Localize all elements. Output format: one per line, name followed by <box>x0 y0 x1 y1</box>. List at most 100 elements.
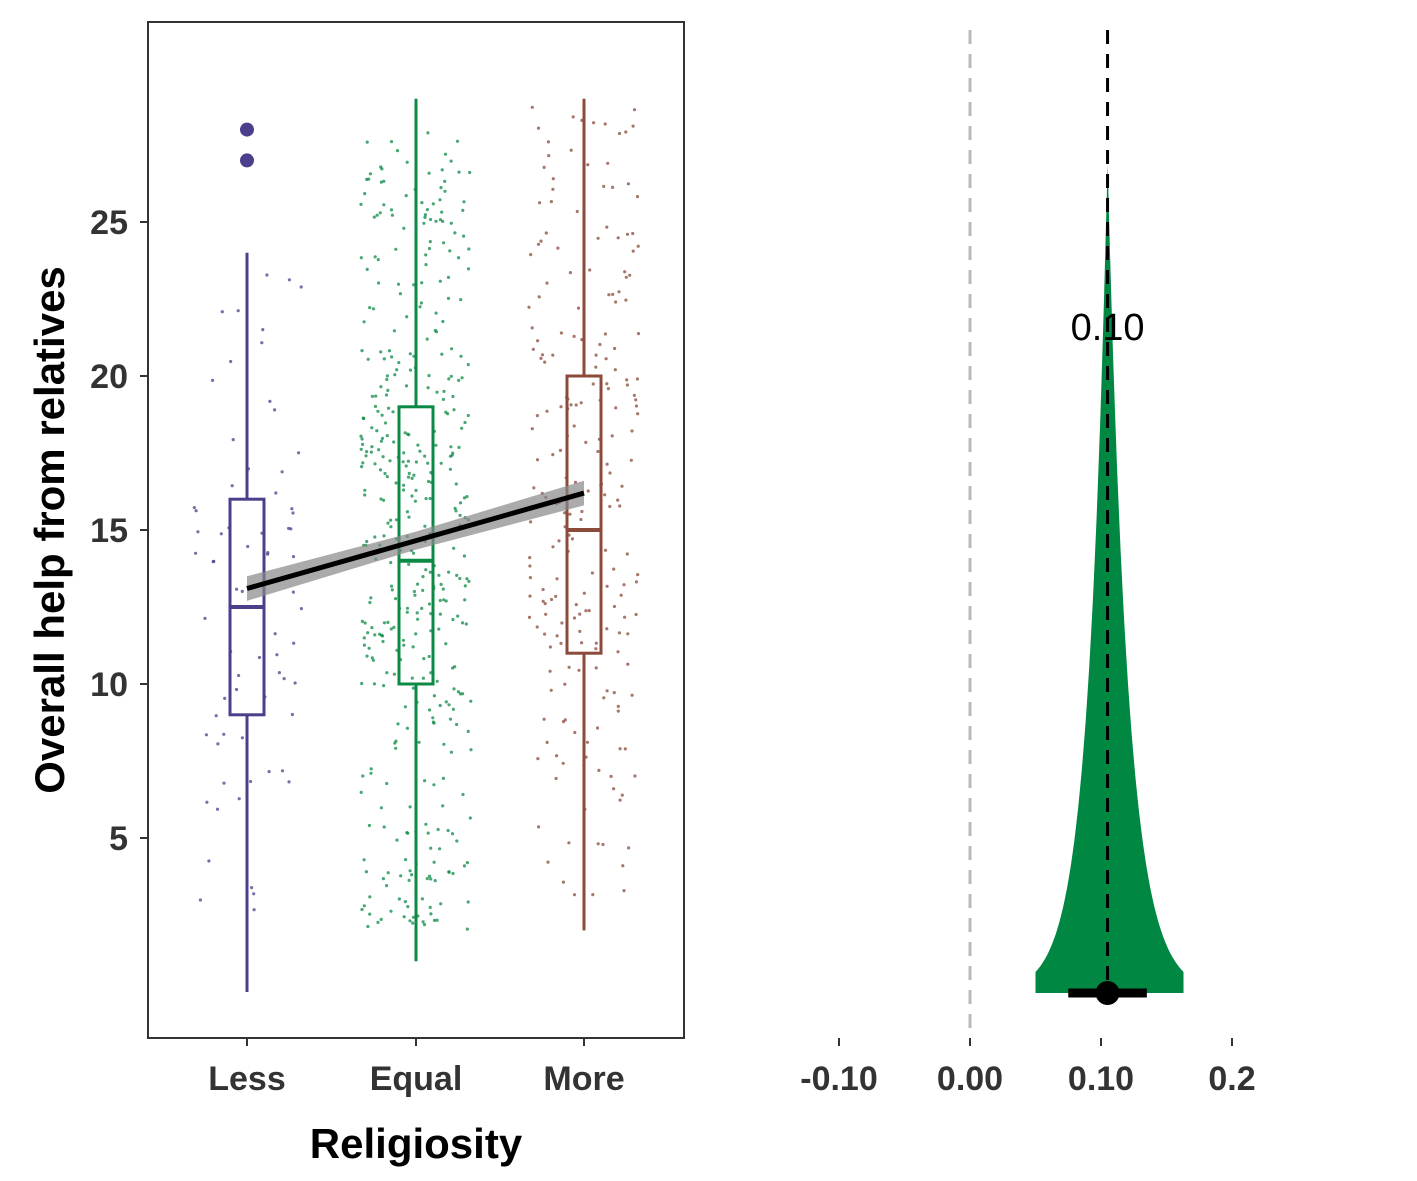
y-tick-label: 25 <box>90 204 128 242</box>
jitter-points <box>192 105 641 931</box>
jitter-point <box>620 793 624 797</box>
jitter-point <box>572 334 576 338</box>
jitter-point <box>537 295 541 299</box>
jitter-point <box>579 401 583 405</box>
jitter-point <box>428 570 432 574</box>
jitter-point <box>359 202 363 206</box>
jitter-point <box>366 924 370 929</box>
jitter-point <box>429 846 433 850</box>
jitter-point <box>555 577 559 581</box>
jitter-point <box>597 768 601 773</box>
jitter-point <box>359 434 363 438</box>
jitter-point <box>625 232 630 236</box>
jitter-point <box>431 716 435 720</box>
jitter-point <box>544 231 548 235</box>
jitter-point <box>268 399 272 403</box>
jitter-point <box>369 771 373 775</box>
jitter-point <box>426 131 430 135</box>
jitter-point <box>536 757 540 761</box>
jitter-point <box>547 154 551 158</box>
jitter-point <box>466 363 470 367</box>
jitter-point <box>397 897 401 901</box>
jitter-point <box>389 909 393 913</box>
jitter-point <box>387 349 392 353</box>
jitter-point <box>451 617 455 622</box>
jitter-point <box>360 681 364 686</box>
jitter-point <box>546 140 551 144</box>
jitter-point <box>543 360 547 364</box>
jitter-point <box>433 879 437 883</box>
jitter-point <box>439 461 443 465</box>
jitter-point <box>423 213 427 217</box>
jitter-point <box>457 170 461 174</box>
jitter-point <box>451 871 455 876</box>
jitter-point <box>612 604 617 609</box>
jitter-point <box>469 699 473 703</box>
jitter-point <box>389 140 394 144</box>
jitter-point <box>428 905 432 910</box>
jitter-point <box>425 337 429 341</box>
jitter-point <box>465 927 469 931</box>
jitter-point <box>380 413 384 417</box>
jitter-point <box>381 877 385 881</box>
jitter-point <box>586 489 590 493</box>
jitter-point <box>393 741 397 745</box>
jitter-point <box>455 139 460 143</box>
jitter-point <box>441 587 445 591</box>
y-tick-label: 15 <box>90 512 128 550</box>
jitter-point <box>448 249 452 253</box>
jitter-point <box>369 450 373 454</box>
jitter-point <box>612 567 616 571</box>
jitter-point <box>605 225 609 229</box>
x-axis-ticks: Less Equal More <box>208 1038 625 1098</box>
jitter-point <box>363 621 367 625</box>
jitter-point <box>235 587 239 591</box>
jitter-point <box>539 356 543 360</box>
jitter-point <box>460 621 465 625</box>
jitter-point <box>444 642 448 646</box>
jitter-point <box>426 386 430 390</box>
jitter-point <box>624 298 628 302</box>
jitter-point <box>467 247 471 251</box>
jitter-point <box>617 290 621 294</box>
jitter-point <box>390 355 394 359</box>
jitter-point <box>530 427 534 431</box>
jitter-point <box>427 654 431 659</box>
jitter-point <box>622 583 626 587</box>
jitter-point <box>551 545 555 549</box>
jitter-point <box>429 912 433 916</box>
jitter-point <box>230 484 234 488</box>
jitter-point <box>370 626 374 630</box>
jitter-point <box>203 616 207 621</box>
jitter-point <box>528 576 533 580</box>
jitter-point <box>591 382 595 386</box>
jitter-point <box>452 546 456 550</box>
jitter-point <box>359 256 363 260</box>
jitter-point <box>432 860 436 864</box>
jitter-point <box>362 320 366 324</box>
jitter-point <box>360 907 364 912</box>
jitter-point <box>368 172 372 176</box>
jitter-point <box>382 203 386 207</box>
x-tick-label: Equal <box>370 1060 463 1098</box>
jitter-point <box>546 860 550 864</box>
jitter-point <box>542 717 546 721</box>
jitter-point <box>379 439 383 443</box>
jitter-point <box>386 388 390 392</box>
jitter-point <box>416 443 420 447</box>
jitter-point <box>368 306 372 310</box>
jitter-point <box>362 636 366 640</box>
jitter-point <box>427 171 431 175</box>
jitter-point <box>420 606 424 611</box>
jitter-point <box>389 584 394 588</box>
jitter-point <box>443 189 447 193</box>
jitter-point <box>375 429 379 433</box>
jitter-point <box>626 632 630 636</box>
jitter-point <box>545 740 549 745</box>
jitter-point <box>424 497 428 501</box>
jitter-point <box>631 249 635 253</box>
jitter-point <box>388 459 392 463</box>
iqr-box <box>565 374 603 655</box>
jitter-point <box>541 587 545 592</box>
jitter-point <box>432 783 436 787</box>
